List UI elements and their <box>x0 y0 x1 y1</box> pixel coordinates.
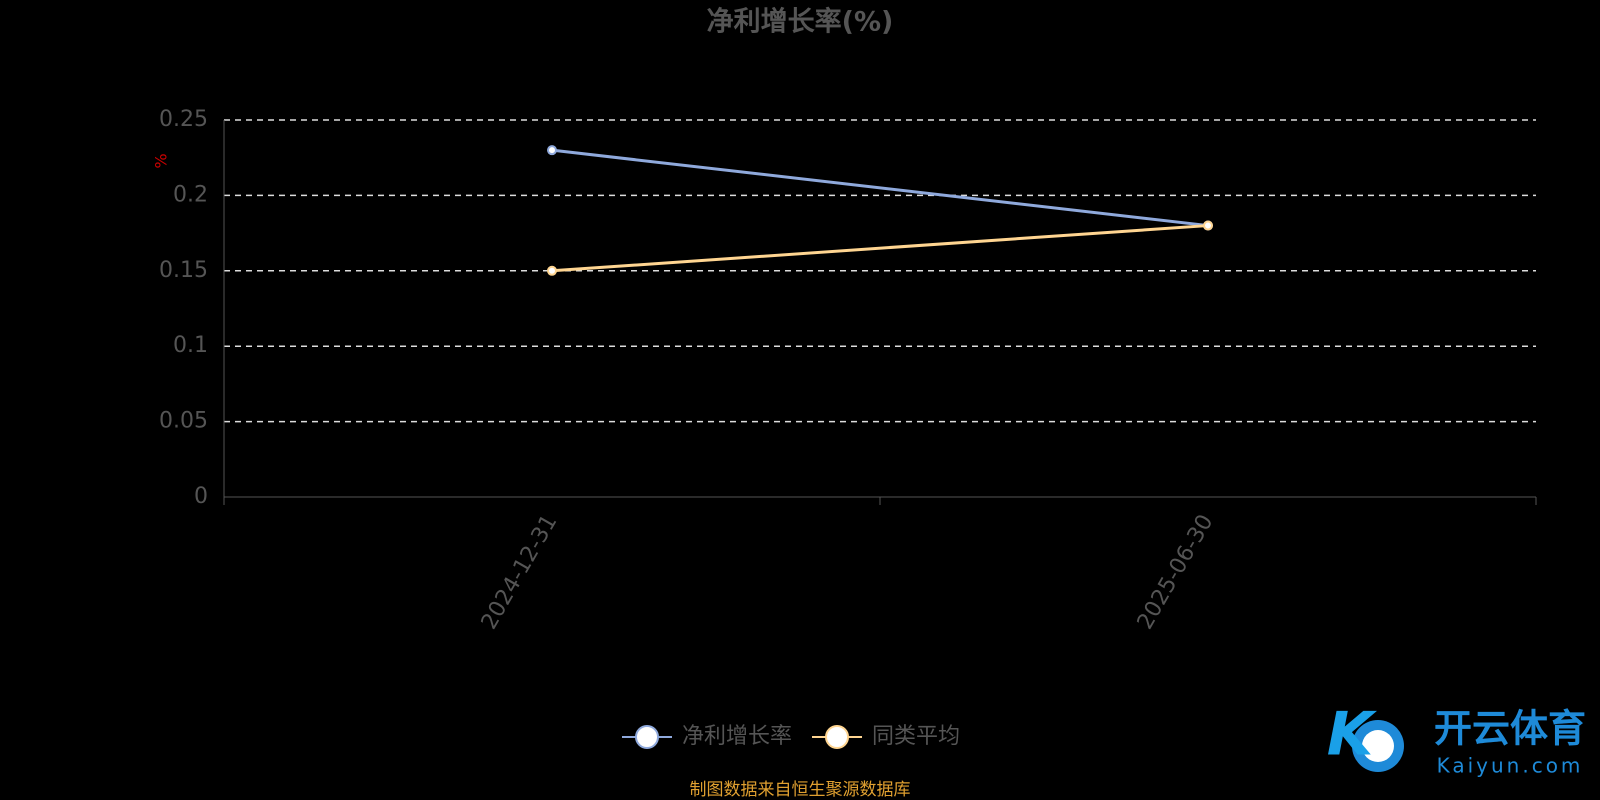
y-tick-label: 0.2 <box>173 182 208 207</box>
logo-k: K <box>1327 700 1378 770</box>
chart-title: 净利增长率(%) <box>707 6 894 38</box>
y-tick-label: 0 <box>194 484 208 509</box>
x-tick-label: 2024-12-31 <box>477 511 563 634</box>
watermark-title: 开云体育 <box>1434 707 1586 751</box>
x-tick-label: 2025-06-30 <box>1133 511 1219 634</box>
y-tick-label: 0.05 <box>159 409 208 434</box>
y-tick-label: 0.15 <box>159 258 208 283</box>
series-line <box>551 224 1209 273</box>
legend-label: 净利增长率 <box>682 724 792 749</box>
data-point <box>547 265 557 276</box>
watermark-subtitle: Kaiyun.com <box>1437 754 1584 778</box>
data-point <box>547 145 557 156</box>
y-tick-label: 0.25 <box>159 107 208 132</box>
y-axis-label: % <box>152 153 171 168</box>
y-tick-label: 0.1 <box>173 333 208 358</box>
source-note: 制图数据来自恒生聚源数据库 <box>690 780 911 800</box>
legend-label: 同类平均 <box>872 724 960 749</box>
legend-marker <box>635 725 659 749</box>
legend-marker <box>825 725 850 749</box>
data-point <box>1203 220 1213 231</box>
watermark: K 开云体育 Kaiyun.com <box>1327 700 1586 778</box>
series-line <box>551 148 1209 228</box>
logo-ball-inner <box>1362 730 1394 762</box>
